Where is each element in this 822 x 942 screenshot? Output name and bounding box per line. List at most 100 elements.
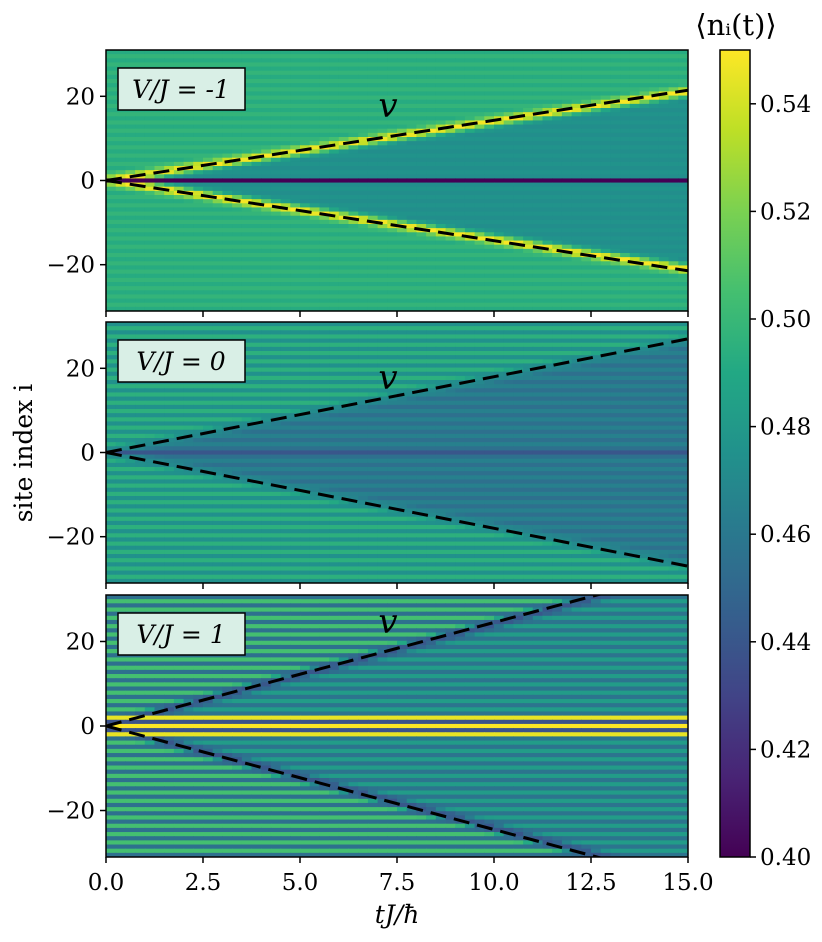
heatmap-cell <box>115 174 126 180</box>
heatmap-cell <box>338 54 350 59</box>
heatmap-cell <box>658 228 670 233</box>
heatmap-cell <box>251 261 262 267</box>
heatmap-cell <box>629 66 641 72</box>
heatmap-cell <box>261 103 272 109</box>
heatmap-cell <box>561 170 573 175</box>
heatmap-cell <box>435 132 447 138</box>
heatmap-cell <box>629 326 641 331</box>
heatmap-cell <box>445 306 456 311</box>
heatmap-cell <box>154 157 165 163</box>
heatmap-cell <box>561 195 573 200</box>
heatmap-cell <box>193 190 204 196</box>
heatmap-cell <box>358 302 369 308</box>
heatmap-cell <box>270 298 282 304</box>
heatmap-cell <box>154 116 165 122</box>
heatmap-cell <box>416 137 427 142</box>
heatmap-cell <box>503 294 514 300</box>
heatmap-cell <box>464 392 476 398</box>
heatmap-cell <box>290 371 301 377</box>
heatmap-cell <box>319 199 330 204</box>
heatmap-cell <box>154 224 165 229</box>
heatmap-cell <box>222 306 233 311</box>
heatmap-cell <box>261 400 272 406</box>
heatmap-cell <box>416 195 427 200</box>
heatmap-cell <box>193 112 204 117</box>
heatmap-cell <box>649 66 660 72</box>
heatmap-cell <box>658 58 670 64</box>
heatmap-cell <box>251 388 262 394</box>
heatmap-cell <box>484 380 495 385</box>
heatmap-cell <box>426 50 437 55</box>
heatmap-cell <box>300 95 311 101</box>
heatmap-cell <box>678 334 688 340</box>
heatmap-cell <box>193 124 204 130</box>
heatmap-cell <box>300 178 311 184</box>
heatmap-cell <box>270 120 282 126</box>
heatmap-cell <box>154 265 165 271</box>
heatmap-cell <box>503 392 514 398</box>
heatmap-cell <box>387 190 398 196</box>
heatmap-cell <box>620 384 631 389</box>
heatmap-cell <box>406 330 417 336</box>
heatmap-cell <box>183 174 194 180</box>
heatmap-cell <box>600 338 611 344</box>
heatmap-cell <box>435 190 447 196</box>
heatmap-cell <box>367 253 379 258</box>
heatmap-cell <box>183 58 194 64</box>
heatmap-cell <box>358 166 369 171</box>
heatmap-cell <box>620 145 631 151</box>
heatmap-cell <box>629 290 641 296</box>
heatmap-cell <box>639 211 650 217</box>
heatmap-cell <box>464 145 476 151</box>
heatmap-cell <box>144 286 156 291</box>
heatmap-cell <box>319 298 330 304</box>
heatmap-cell <box>309 170 320 175</box>
heatmap-cell <box>571 294 582 300</box>
heatmap-cell <box>591 137 602 142</box>
heatmap-cell <box>183 298 194 304</box>
heatmap-cell <box>338 388 350 394</box>
heatmap-cell <box>125 302 136 308</box>
heatmap-cell <box>358 207 369 213</box>
heatmap-cell <box>620 298 631 304</box>
heatmap-cell <box>377 112 388 117</box>
heatmap-cell <box>610 145 621 151</box>
heatmap-cell <box>348 384 359 389</box>
heatmap-cell <box>203 306 214 311</box>
heatmap-cell <box>338 236 350 242</box>
heatmap-cell <box>358 108 369 113</box>
heatmap-cell <box>173 257 185 262</box>
heatmap-cell <box>542 282 553 287</box>
heatmap-cell <box>658 99 670 105</box>
heatmap-cell <box>300 116 311 122</box>
heatmap-cell <box>290 396 301 402</box>
heatmap-cell <box>309 166 320 171</box>
heatmap-cell <box>464 265 476 271</box>
heatmap-cell <box>552 132 563 138</box>
heatmap-cell <box>561 186 573 192</box>
heatmap-cell <box>173 269 185 275</box>
heatmap-cell <box>144 190 156 196</box>
heatmap-cell <box>309 257 320 262</box>
heatmap-cell <box>290 322 301 327</box>
heatmap-cell <box>377 128 388 134</box>
heatmap-cell <box>115 277 126 283</box>
heatmap-cell <box>658 74 670 80</box>
heatmap-cell <box>600 388 611 394</box>
heatmap-cell <box>484 392 495 398</box>
heatmap-cell <box>232 236 243 242</box>
heatmap-cell <box>183 257 194 262</box>
heatmap-cell <box>649 338 660 344</box>
heatmap-cell <box>435 298 447 304</box>
heatmap-cell <box>455 166 466 171</box>
heatmap-cell <box>193 170 204 175</box>
heatmap-cell <box>387 99 398 105</box>
heatmap-cell <box>600 116 611 122</box>
heatmap-cell <box>600 232 611 238</box>
heatmap-cell <box>183 161 194 167</box>
heatmap-cell <box>561 257 573 262</box>
heatmap-cell <box>290 103 301 109</box>
heatmap-cell <box>513 203 524 209</box>
heatmap-cell <box>658 334 670 340</box>
heatmap-cell <box>300 153 311 159</box>
